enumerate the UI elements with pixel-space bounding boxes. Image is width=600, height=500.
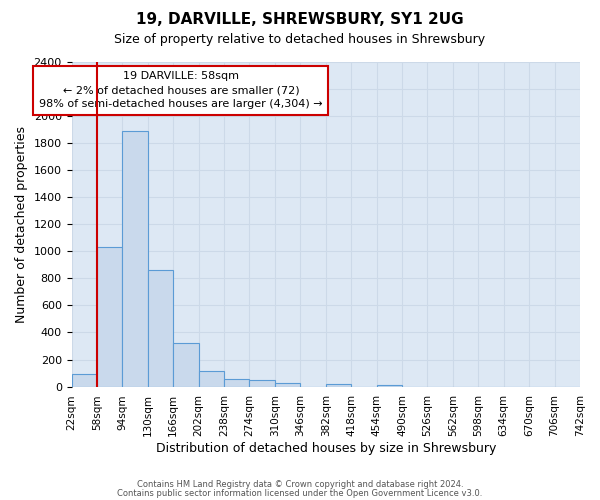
Bar (377, 384, 402, 386)
Text: 19, DARVILLE, SHREWSBURY, SY1 2UG: 19, DARVILLE, SHREWSBURY, SY1 2UG (136, 12, 464, 28)
Text: Contains HM Land Registry data © Crown copyright and database right 2024.: Contains HM Land Registry data © Crown c… (137, 480, 463, 489)
Y-axis label: Number of detached properties: Number of detached properties (15, 126, 28, 322)
Bar (275, 382, 301, 386)
Text: 19 DARVILLE: 58sqm
← 2% of detached houses are smaller (72)
98% of semi-detached: 19 DARVILLE: 58sqm ← 2% of detached hous… (39, 72, 323, 110)
Bar (199, 371, 224, 386)
Bar (173, 344, 199, 386)
Bar (326, 384, 351, 386)
Text: Contains public sector information licensed under the Open Government Licence v3: Contains public sector information licen… (118, 488, 482, 498)
Bar (97, 247, 122, 386)
Bar (148, 270, 173, 386)
X-axis label: Distribution of detached houses by size in Shrewsbury: Distribution of detached houses by size … (155, 442, 496, 455)
Text: Size of property relative to detached houses in Shrewsbury: Size of property relative to detached ho… (115, 32, 485, 46)
Bar (250, 380, 275, 386)
Bar (224, 378, 250, 386)
Bar (122, 130, 148, 386)
Bar (71, 374, 97, 386)
